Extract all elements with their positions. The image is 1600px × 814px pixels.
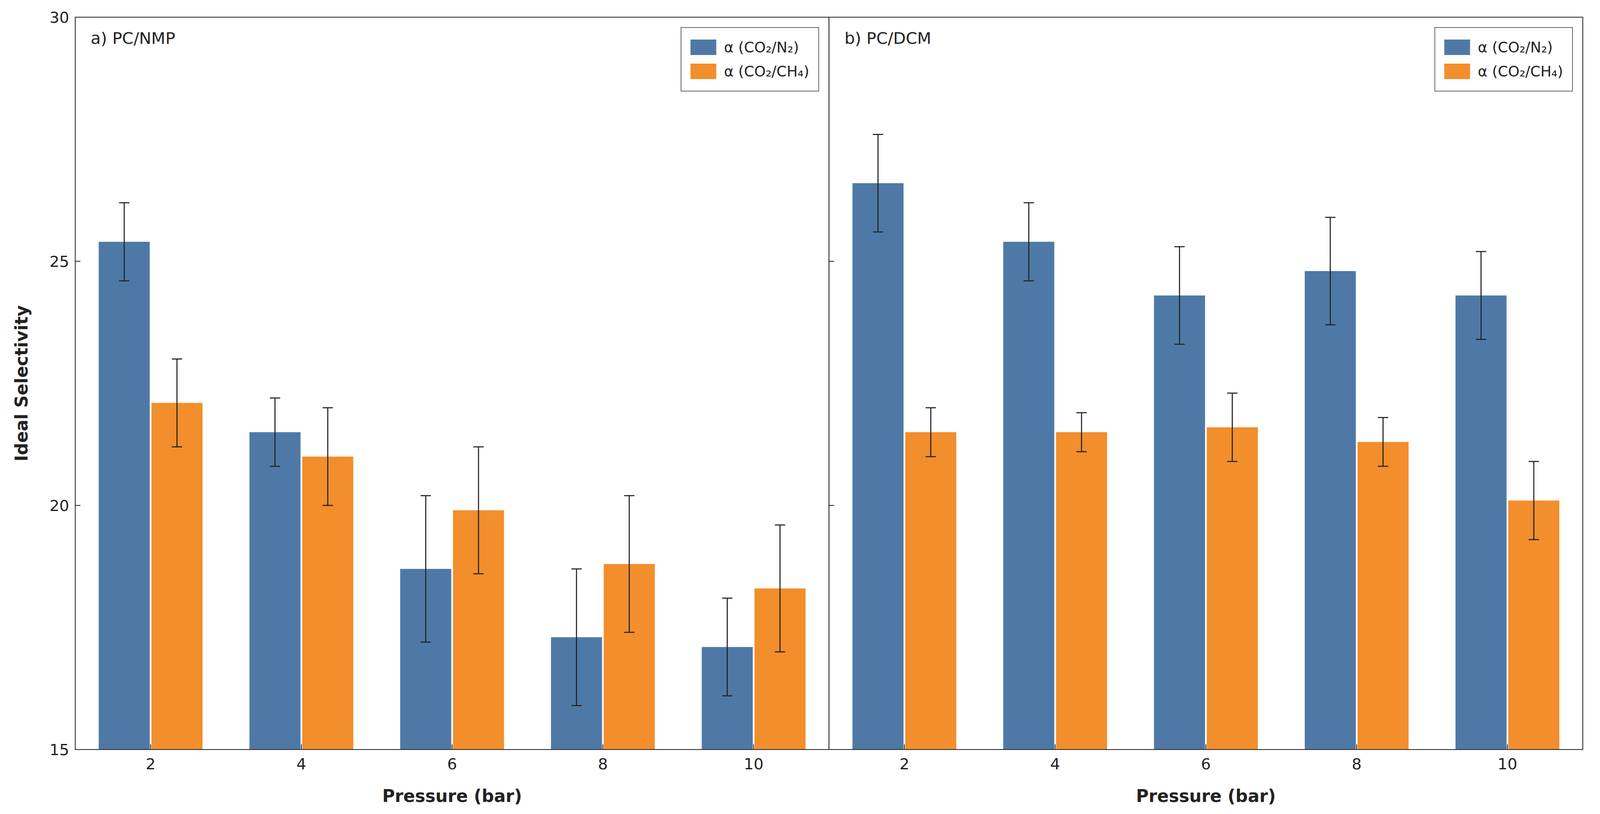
legend-label: α (CO₂/N₂) — [723, 38, 799, 56]
plot-background — [829, 17, 1584, 750]
bar — [1154, 295, 1206, 750]
y-tick — [75, 749, 81, 751]
y-tick — [829, 749, 835, 751]
bar — [852, 183, 904, 750]
error-bar — [1528, 461, 1539, 540]
x-tick-label: 4 — [296, 755, 307, 773]
panel-title: b) PC/DCM — [844, 28, 932, 48]
x-tick-label: 6 — [447, 755, 457, 773]
bar — [1056, 432, 1108, 750]
x-tick — [1205, 744, 1207, 750]
error-bar — [1023, 202, 1034, 282]
x-tick — [602, 744, 604, 750]
legend-swatch — [1444, 39, 1471, 56]
x-tick — [753, 744, 755, 750]
x-tick — [904, 744, 905, 750]
y-tick — [75, 16, 81, 18]
x-axis-label: Pressure (bar) — [382, 786, 522, 807]
error-bar — [1227, 393, 1238, 462]
bar — [1003, 242, 1055, 750]
marks — [852, 134, 1560, 750]
y-tick — [75, 260, 81, 262]
x-tick-label: 10 — [743, 755, 764, 773]
y-tick-label: 25 — [49, 252, 70, 271]
bar — [1357, 441, 1409, 750]
panel: 246810Pressure (bar)b) PC/DCMα (CO₂/N₂)α… — [829, 17, 1584, 807]
legend-frame — [680, 27, 819, 92]
error-bar — [925, 407, 936, 457]
error-bar — [571, 569, 582, 706]
error-bar — [872, 134, 883, 233]
error-bar — [269, 398, 281, 467]
x-axis-label: Pressure (bar) — [1136, 786, 1276, 807]
error-bar — [1076, 412, 1087, 452]
legend-swatch — [690, 39, 717, 56]
bar — [249, 432, 301, 750]
error-bar — [322, 407, 333, 506]
y-tick — [829, 505, 835, 506]
legend-frame — [1434, 27, 1573, 92]
plot-frame — [829, 17, 1584, 750]
y-tick-label: 20 — [49, 496, 70, 515]
error-bar — [1475, 251, 1487, 340]
x-tick — [150, 744, 151, 750]
x-tick-label: 10 — [1497, 755, 1518, 773]
legend: α (CO₂/N₂) α (CO₂/CH₄) — [680, 27, 819, 92]
legend-label: α (CO₂/N₂) — [1477, 38, 1553, 56]
y-tick — [829, 16, 835, 18]
bar — [1206, 427, 1258, 750]
x-tick-label: 8 — [1351, 755, 1362, 773]
legend-swatch — [1444, 63, 1471, 80]
legend-swatch — [690, 63, 717, 80]
x-tick — [1054, 744, 1056, 750]
x-tick — [1507, 744, 1509, 750]
x-tick — [300, 744, 302, 750]
y-tick-label: 30 — [49, 8, 70, 27]
error-bar — [1174, 246, 1185, 345]
error-bar — [473, 447, 484, 574]
error-bar — [119, 202, 130, 282]
error-bar — [722, 598, 733, 696]
x-tick-label: 6 — [1201, 755, 1211, 773]
legend-label: α (CO₂/CH₄) — [1477, 62, 1564, 80]
figure: 15 20 25 30 2 4 6 8 10 Pressure (bar) Ideal Select… — [0, 0, 1600, 814]
panel-title: a) PC/NMP — [90, 28, 176, 48]
error-bar — [1377, 417, 1389, 467]
legend-label: α (CO₂/CH₄) — [723, 62, 810, 80]
bar — [905, 432, 957, 750]
x-tick-label: 2 — [145, 755, 156, 773]
x-tick — [1356, 744, 1358, 750]
bar — [1455, 295, 1507, 750]
marks — [98, 202, 806, 750]
y-tick — [75, 505, 81, 506]
error-bar — [1325, 217, 1336, 325]
x-tick-label: 8 — [597, 755, 608, 773]
x-tick-label: 4 — [1050, 755, 1061, 773]
plot-background — [75, 17, 830, 750]
error-bar — [171, 358, 183, 447]
bar — [98, 242, 151, 750]
legend: α (CO₂/N₂) α (CO₂/CH₄) — [1434, 27, 1573, 92]
bar — [1304, 271, 1356, 750]
error-bar — [420, 495, 431, 643]
y-tick — [829, 260, 835, 262]
bar — [151, 402, 203, 750]
x-tick-label: 2 — [899, 755, 910, 773]
x-tick — [451, 744, 453, 750]
panel: 15 20 25 30 2 4 6 8 10 Pressure (bar) Ideal Select… — [11, 8, 830, 807]
plot-frame — [75, 17, 830, 750]
y-tick-label: 15 — [49, 741, 70, 759]
y-axis-label: Ideal Selectivity — [11, 305, 32, 462]
error-bar — [775, 524, 786, 652]
error-bar — [624, 495, 635, 633]
